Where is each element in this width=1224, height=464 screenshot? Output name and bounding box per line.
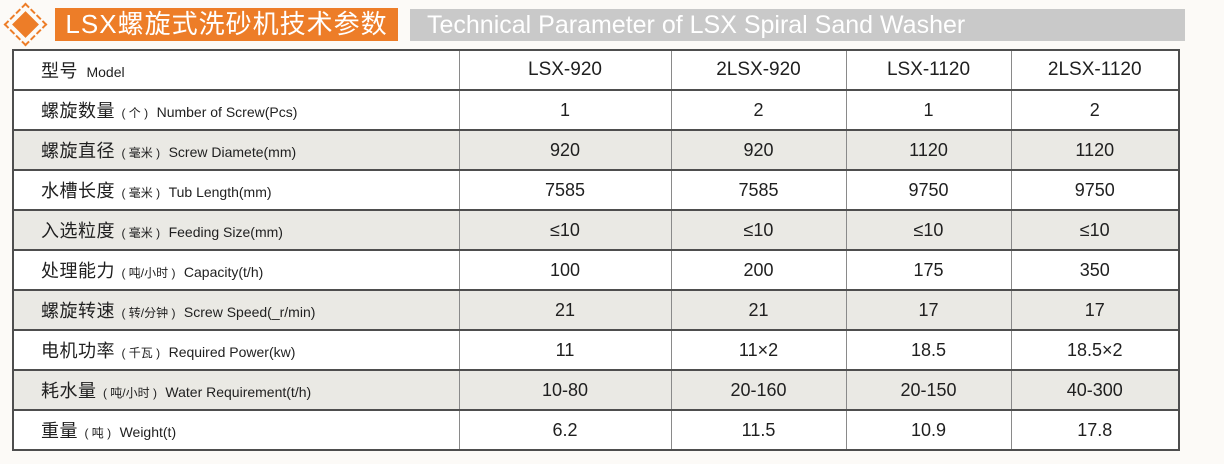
table-row-capacity: 处理能力 ( 吨/小时 ) Capacity(t/h) 100 200 175 …	[13, 249, 1179, 290]
param-value-cell: 11×2	[670, 329, 846, 370]
param-label-zh: 入选粒度	[41, 221, 115, 241]
param-label-zh: 耗水量	[41, 381, 97, 401]
param-label-zh: 电机功率	[41, 341, 115, 361]
param-label-cell: 处理能力 ( 吨/小时 ) Capacity(t/h)	[13, 249, 459, 290]
diamond-icon	[3, 2, 48, 47]
param-value-cell: ≤10	[670, 209, 846, 250]
param-label-cell: 螺旋直径 ( 毫米 ) Screw Diamete(mm)	[13, 129, 459, 170]
param-value-cell: 2	[670, 89, 846, 130]
param-label-zh: 水槽长度	[41, 181, 115, 201]
param-label-zh: 重量	[41, 421, 78, 441]
table-row-required-power: 电机功率 ( 千瓦 ) Required Power(kw) 11 11×2 1…	[13, 329, 1179, 370]
param-value-cell: 7585	[458, 169, 671, 210]
table-row-number-of-screw: 螺旋数量 ( 个 ) Number of Screw(Pcs) 1 2 1 2	[13, 89, 1179, 130]
param-value-cell: 10-80	[458, 369, 671, 410]
model-label-zh: 型号	[41, 61, 78, 81]
table-row-weight: 重量 ( 吨 ) Weight(t) 6.2 11.5 10.9 17.8	[13, 409, 1179, 450]
column-header-2lsx-1120: 2LSX-1120	[1010, 50, 1179, 90]
title-banner-chinese: LSX螺旋式洗砂机技术参数	[55, 8, 398, 41]
table-row-tub-length: 水槽长度 ( 毫米 ) Tub Length(mm) 7585 7585 975…	[13, 169, 1179, 210]
param-value-cell: 920	[670, 129, 846, 170]
param-label-en: Feeding Size(mm)	[168, 224, 283, 240]
param-label-zh: 螺旋直径	[41, 141, 115, 161]
page-header: LSX螺旋式洗砂机技术参数 Technical Parameter of LSX…	[0, 0, 1224, 49]
param-label-en: Screw Speed(_r/min)	[183, 304, 316, 320]
param-value-cell: 9750	[1010, 169, 1179, 210]
param-value-cell: 175	[845, 249, 1011, 290]
param-label-zh: 螺旋转速	[41, 301, 115, 321]
param-value-cell: 1	[458, 89, 671, 130]
param-label-en: Weight(t)	[119, 424, 177, 440]
column-header-lsx-920: LSX-920	[458, 50, 671, 90]
param-value-cell: ≤10	[1010, 209, 1179, 250]
param-label-unit: ( 毫米 )	[121, 146, 161, 160]
param-label-unit: ( 毫米 )	[121, 226, 161, 240]
param-label-en: Tub Length(mm)	[168, 184, 272, 200]
column-header-2lsx-920: 2LSX-920	[670, 50, 846, 90]
param-label-en: Number of Screw(Pcs)	[156, 104, 298, 120]
param-value-cell: 20-160	[670, 369, 846, 410]
model-header-row: 型号 Model LSX-920 2LSX-920 LSX-1120 2LSX-…	[13, 50, 1179, 90]
model-label-en: Model	[86, 64, 125, 80]
diamond-icon-fill	[12, 11, 39, 38]
table-row-screw-diameter: 螺旋直径 ( 毫米 ) Screw Diamete(mm) 920 920 11…	[13, 129, 1179, 170]
param-label-unit: ( 个 )	[121, 106, 149, 120]
param-label-cell: 螺旋转速 ( 转/分钟 ) Screw Speed(_r/min)	[13, 289, 459, 330]
param-value-cell: 40-300	[1010, 369, 1179, 410]
param-label-zh: 处理能力	[41, 261, 115, 281]
table-row-water-requirement: 耗水量 ( 吨/小时 ) Water Requirement(t/h) 10-8…	[13, 369, 1179, 410]
title-banner-english: Technical Parameter of LSX Spiral Sand W…	[410, 9, 1185, 41]
param-value-cell: 21	[670, 289, 846, 330]
param-label-zh: 螺旋数量	[41, 101, 115, 121]
param-value-cell: 1120	[1010, 129, 1179, 170]
param-value-cell: 10.9	[845, 409, 1011, 450]
param-value-cell: 17	[1010, 289, 1179, 330]
column-header-lsx-1120: LSX-1120	[845, 50, 1011, 90]
param-value-cell: 11.5	[670, 409, 846, 450]
param-label-cell: 电机功率 ( 千瓦 ) Required Power(kw)	[13, 329, 459, 370]
param-label-unit: ( 吨/小时 )	[121, 266, 176, 280]
param-label-en: Water Requirement(t/h)	[165, 384, 312, 400]
param-value-cell: 18.5	[845, 329, 1011, 370]
param-label-en: Required Power(kw)	[168, 344, 296, 360]
param-value-cell: 17.8	[1010, 409, 1179, 450]
param-value-cell: ≤10	[845, 209, 1011, 250]
table-row-screw-speed: 螺旋转速 ( 转/分钟 ) Screw Speed(_r/min) 21 21 …	[13, 289, 1179, 330]
param-label-cell: 重量 ( 吨 ) Weight(t)	[13, 409, 459, 450]
param-value-cell: 20-150	[845, 369, 1011, 410]
param-value-cell: 920	[458, 129, 671, 170]
param-label-cell: 水槽长度 ( 毫米 ) Tub Length(mm)	[13, 169, 459, 210]
param-value-cell: 6.2	[458, 409, 671, 450]
param-label-cell: 螺旋数量 ( 个 ) Number of Screw(Pcs)	[13, 89, 459, 130]
param-label-cell: 入选粒度 ( 毫米 ) Feeding Size(mm)	[13, 209, 459, 250]
param-label-unit: ( 千瓦 )	[121, 346, 161, 360]
model-label-cell: 型号 Model	[13, 50, 459, 90]
param-value-cell: 100	[458, 249, 671, 290]
param-value-cell: 21	[458, 289, 671, 330]
param-value-cell: 11	[458, 329, 671, 370]
param-value-cell: 1120	[845, 129, 1011, 170]
param-value-cell: 200	[670, 249, 846, 290]
param-value-cell: 9750	[845, 169, 1011, 210]
technical-parameters-table: 型号 Model LSX-920 2LSX-920 LSX-1120 2LSX-…	[12, 49, 1180, 451]
param-value-cell: 2	[1010, 89, 1179, 130]
param-value-cell: 1	[845, 89, 1011, 130]
param-label-unit: ( 毫米 )	[121, 186, 161, 200]
param-label-en: Capacity(t/h)	[183, 264, 264, 280]
param-value-cell: 17	[845, 289, 1011, 330]
param-value-cell: ≤10	[458, 209, 671, 250]
param-label-unit: ( 转/分钟 )	[121, 306, 176, 320]
param-value-cell: 7585	[670, 169, 846, 210]
param-label-en: Screw Diamete(mm)	[168, 144, 297, 160]
table-row-feeding-size: 入选粒度 ( 毫米 ) Feeding Size(mm) ≤10 ≤10 ≤10…	[13, 209, 1179, 250]
param-label-cell: 耗水量 ( 吨/小时 ) Water Requirement(t/h)	[13, 369, 459, 410]
param-label-unit: ( 吨 )	[84, 426, 112, 440]
param-value-cell: 350	[1010, 249, 1179, 290]
param-label-unit: ( 吨/小时 )	[102, 386, 157, 400]
param-value-cell: 18.5×2	[1010, 329, 1179, 370]
